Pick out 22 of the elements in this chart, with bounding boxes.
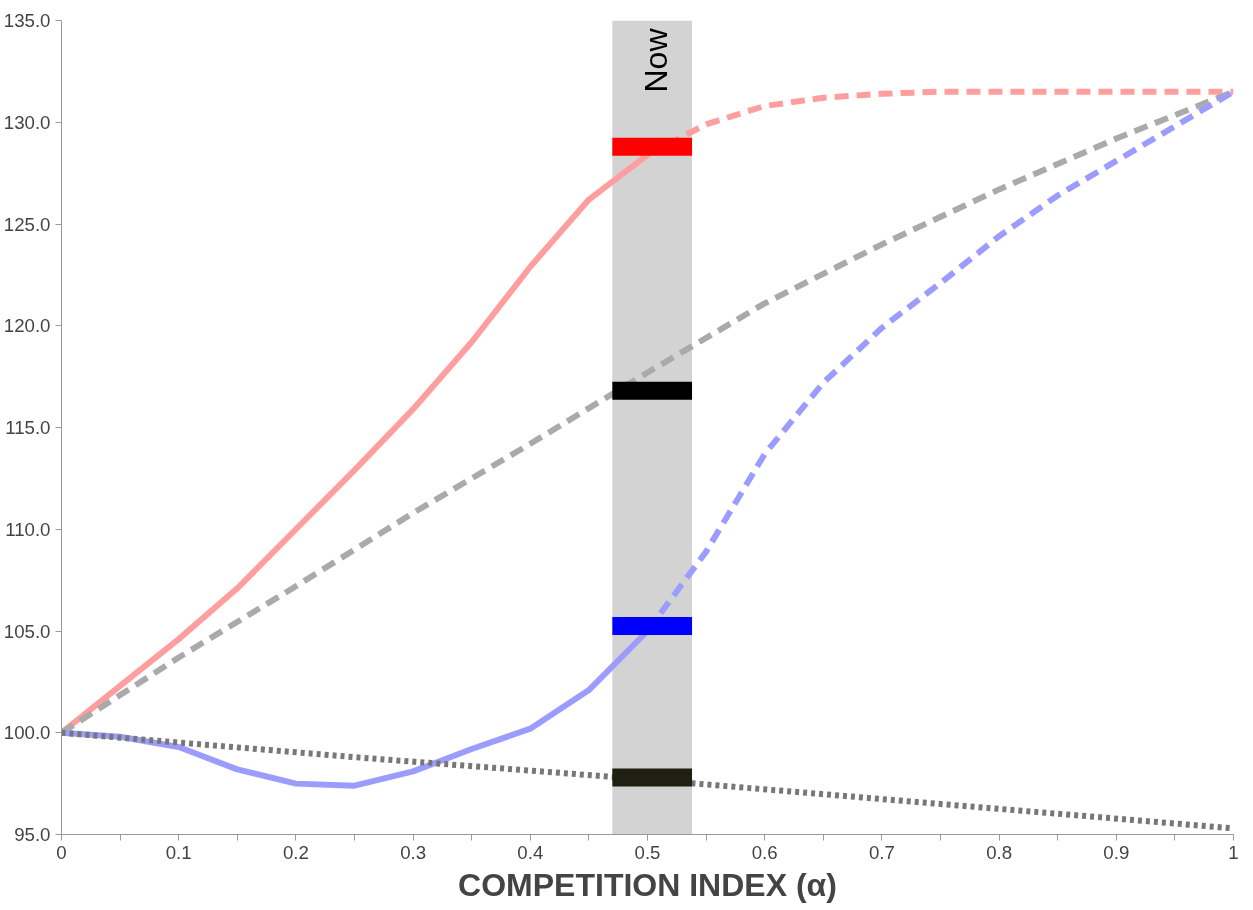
y-tick-label: 100.0 — [3, 722, 51, 744]
x-tick-label: 1 — [1228, 841, 1239, 863]
x-tick-label: 0.9 — [1103, 841, 1130, 863]
x-tick-label: 0.8 — [986, 841, 1013, 863]
y-tick-label: 120.0 — [3, 315, 51, 337]
x-tick-label: 0.5 — [634, 841, 661, 863]
y-tick-label: 115.0 — [5, 417, 51, 438]
y-tick-label: 110.0 — [5, 518, 51, 540]
x-tick-label: 0 — [56, 841, 67, 863]
y-tick-label: 135.0 — [3, 10, 51, 31]
x-tick-label: 0.6 — [751, 841, 778, 863]
x-axis-title: COMPETITION INDEX (α) — [458, 866, 837, 903]
x-tick-label: 0.4 — [517, 841, 544, 863]
y-tick-label: 125.0 — [3, 213, 51, 235]
x-tick-label: 0.1 — [165, 841, 192, 863]
y-tick-label: 95.0 — [14, 824, 51, 845]
y-tick-label: 130.0 — [3, 111, 51, 133]
x-tick-label: 0.2 — [282, 841, 309, 863]
x-tick-label: 0.7 — [868, 841, 895, 863]
y-tick-label: 105.0 — [3, 620, 51, 642]
band-label: Now — [638, 27, 675, 93]
x-tick-label: 0.3 — [400, 841, 427, 863]
